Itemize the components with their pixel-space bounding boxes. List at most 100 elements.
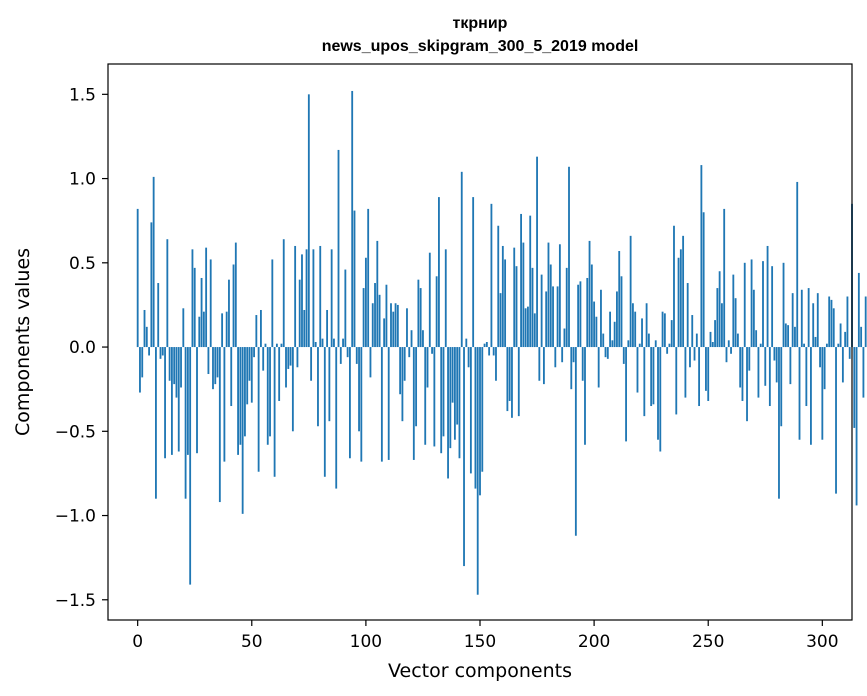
bar: [714, 320, 716, 348]
bar: [773, 347, 776, 361]
bar: [424, 347, 427, 445]
bar: [711, 342, 714, 348]
bar: [145, 326, 148, 348]
bar: [819, 347, 821, 368]
bar: [611, 340, 614, 348]
bar: [718, 271, 721, 348]
bar: [691, 315, 694, 348]
bar: [164, 347, 166, 459]
bar: [825, 343, 828, 348]
bar: [597, 347, 600, 388]
bar: [522, 242, 525, 348]
bar: [750, 259, 753, 348]
bar: [757, 347, 760, 398]
bar: [812, 303, 815, 348]
bar: [800, 289, 803, 348]
bar: [862, 347, 865, 398]
bar: [271, 259, 274, 348]
bar: [387, 347, 390, 460]
bar: [670, 320, 673, 348]
bar: [568, 166, 570, 348]
bar: [453, 347, 456, 440]
bar: [285, 347, 287, 388]
bar: [796, 181, 799, 348]
bar: [330, 249, 333, 348]
bar: [810, 347, 812, 445]
bar: [314, 342, 317, 348]
bar: [483, 343, 486, 348]
bar: [570, 347, 573, 390]
bar: [323, 347, 326, 477]
bar: [686, 283, 689, 348]
bar: [469, 347, 472, 474]
bar: [864, 296, 867, 348]
bar: [401, 347, 404, 422]
bar: [209, 259, 212, 348]
bar: [581, 347, 584, 381]
bar: [816, 293, 819, 348]
bar: [855, 347, 858, 506]
bar: [275, 343, 278, 348]
bar: [383, 318, 386, 348]
bar: [161, 347, 164, 356]
x-axis: 0 50 100 150 200 250 300: [132, 620, 839, 652]
bar: [823, 347, 826, 390]
bar: [798, 347, 801, 440]
chart-subtitle: news_upos_skipgram_300_5_2019 model: [322, 38, 639, 55]
bar: [141, 347, 144, 378]
bar: [504, 259, 507, 348]
bar: [533, 313, 536, 348]
bar: [280, 343, 283, 348]
bar: [177, 347, 180, 452]
bar: [844, 331, 847, 348]
bar: [157, 283, 160, 348]
bar: [768, 347, 771, 407]
bar: [378, 294, 381, 348]
bar: [412, 347, 415, 460]
x-tick-label: 200: [578, 632, 610, 652]
bar: [191, 249, 194, 348]
bar: [186, 347, 189, 455]
bar: [376, 240, 379, 348]
bar: [778, 347, 780, 499]
bar: [606, 347, 609, 359]
bar: [451, 347, 454, 403]
bar: [652, 347, 655, 405]
bar: [848, 347, 851, 359]
x-tick-label: 300: [806, 632, 838, 652]
bar: [552, 286, 554, 348]
x-tick-label: 0: [132, 632, 143, 652]
bar: [529, 215, 532, 348]
y-axis-label: Components values: [12, 248, 34, 436]
bar: [212, 347, 214, 390]
bar: [577, 284, 580, 348]
bar: [828, 296, 831, 348]
bar: [650, 347, 653, 407]
y-tick-label: 1.0: [69, 170, 96, 190]
bar: [832, 308, 835, 348]
bar: [335, 347, 338, 489]
bar: [198, 316, 201, 348]
bar: [524, 308, 527, 348]
bar: [139, 347, 141, 393]
bar: [307, 94, 310, 348]
bar: [287, 347, 290, 369]
bar: [460, 171, 463, 348]
bar: [355, 347, 358, 364]
bar: [408, 347, 411, 358]
bar: [730, 347, 732, 354]
bar: [266, 347, 269, 445]
bar: [390, 303, 392, 348]
bar: [406, 308, 408, 348]
bar: [326, 309, 329, 348]
bar: [513, 247, 516, 348]
bar: [294, 245, 297, 348]
bar: [463, 347, 465, 567]
bar: [857, 272, 860, 348]
bar: [668, 343, 671, 348]
bar: [216, 347, 219, 378]
bar: [549, 264, 552, 348]
bar: [675, 347, 678, 415]
bar: [223, 347, 226, 462]
bar: [602, 333, 605, 348]
